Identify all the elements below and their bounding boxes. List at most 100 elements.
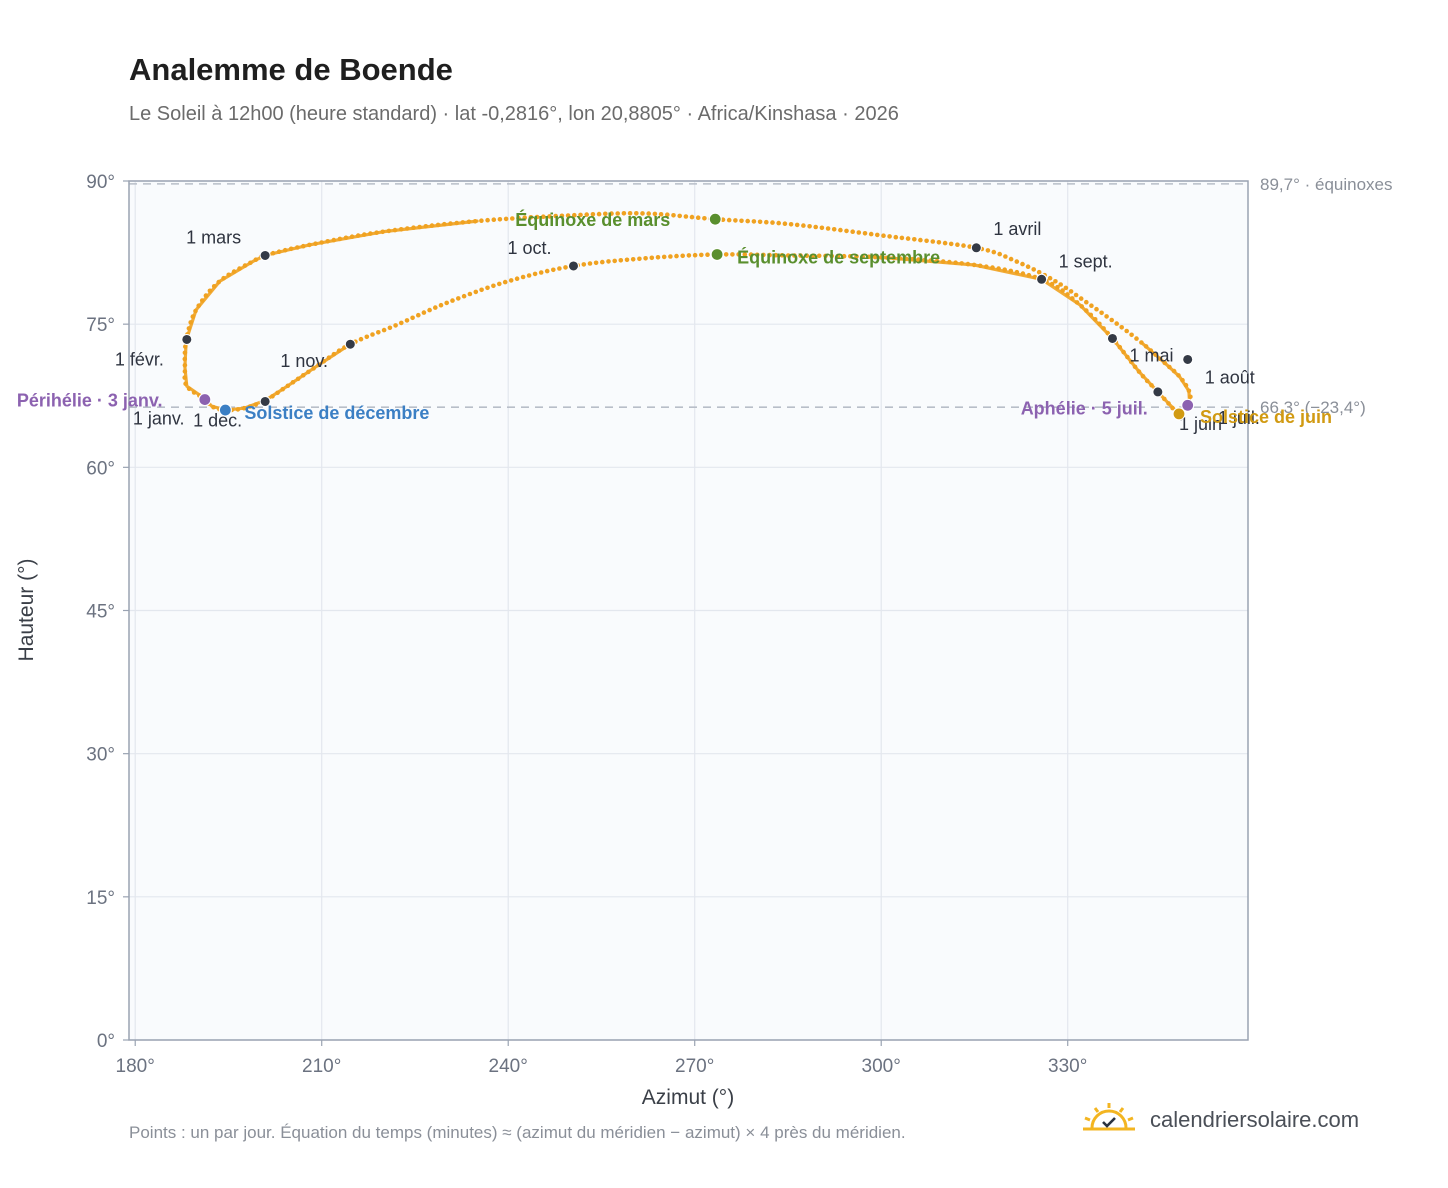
curve-band [203,342,352,412]
day-point [955,242,960,247]
event-point [708,212,722,226]
day-point [695,215,701,220]
day-point [872,254,878,260]
day-point [739,218,744,224]
day-point [502,279,508,285]
day-point [532,271,538,277]
day-point [584,212,589,217]
day-point [733,218,738,223]
day-point [748,252,754,257]
day-point [376,330,381,335]
reference-lines: 89,7° · équinoxes 66,3° (−23,4°) [129,175,1393,417]
day-point [534,214,540,220]
x-tick-label: 240° [489,1056,528,1077]
month-label: 1 mars [186,227,241,247]
day-point [600,259,605,265]
day-point [1003,254,1008,259]
day-point [627,211,633,216]
day-point [1134,336,1139,341]
day-point [671,213,676,218]
month-label: 1 déc. [193,410,242,430]
y-tick-label: 30° [86,745,115,766]
day-point [485,285,490,291]
day-point [1031,267,1036,272]
month-label: 1 août [1205,367,1255,387]
day-point [1020,261,1025,267]
day-point [785,253,791,258]
day-point [557,266,562,271]
day-point [860,254,865,259]
day-point [665,212,670,217]
x-tick-label: 210° [302,1056,341,1077]
day-point [1084,299,1089,305]
day-point [643,255,648,261]
day-point [792,253,797,258]
day-point [683,214,689,219]
day-point [551,267,556,273]
event-markers: Équinoxe de mars Équinoxe de septembre Sol… [17,209,1332,427]
day-point [819,225,825,231]
event-point [710,247,724,262]
day-point [813,224,818,230]
day-point [596,211,602,217]
day-point [831,227,837,232]
month-label: 1 avril [993,219,1041,239]
day-point [674,253,679,259]
day-point [770,220,775,225]
day-point [838,227,843,233]
x-tick-label: 330° [1048,1056,1087,1077]
day-point [942,240,948,246]
event-label: Solstice de décembre [244,403,429,423]
day-point [692,252,698,258]
day-point [1036,269,1042,275]
day-point [881,233,886,238]
month-label: 1 oct. [507,238,551,258]
event-point [218,403,232,417]
day-point [726,217,732,223]
day-point [438,302,444,308]
month-point [567,260,579,272]
day-point [491,217,497,222]
day-point [416,312,421,318]
y-tick-label: 60° [86,458,115,479]
day-point [587,261,593,266]
x-axis-label: Azimut (°) [642,1086,734,1109]
day-point [609,211,614,216]
day-point [875,232,880,238]
day-point [720,217,726,222]
day-point [456,296,461,301]
day-point [526,273,532,278]
day-point [393,323,398,328]
curve-band [879,255,1192,416]
day-point [764,219,769,225]
day-point [1129,332,1134,338]
day-point [868,231,874,237]
brand[interactable]: calendriersolaire.com [1082,1102,1359,1137]
day-point [433,305,438,310]
day-point [503,216,509,222]
day-point [461,293,467,299]
day-point [565,213,571,218]
day-point [856,230,862,235]
month-point [259,395,271,407]
event-point [1181,398,1195,412]
day-point [677,213,682,219]
day-point [798,253,803,258]
day-point [634,211,639,216]
day-point [850,229,855,234]
day-point [702,216,707,221]
day-point [742,252,748,257]
month-point [1106,332,1118,344]
day-point [1099,310,1104,316]
day-point [541,214,546,219]
day-point [479,218,484,223]
event-label: Équinoxe de mars [515,209,670,230]
sun-check-icon [1082,1102,1136,1137]
day-point [387,325,393,331]
day-point [603,211,608,217]
day-point [1119,325,1124,330]
event-label: Solstice de juin [1200,407,1332,427]
day-point [887,234,892,239]
page-subtitle: Le Soleil à 12h00 (heure standard) · lat… [129,103,899,125]
